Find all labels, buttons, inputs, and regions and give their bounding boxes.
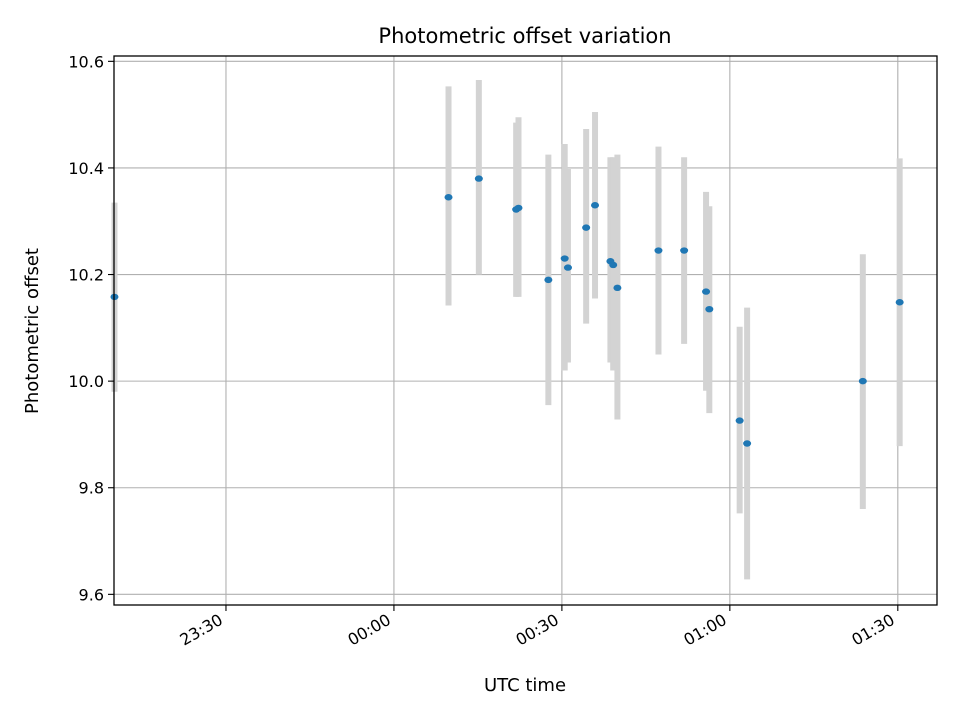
y-tick-label: 10.4: [68, 159, 104, 178]
plot-frame: [113, 55, 938, 606]
y-tick-label: 10.0: [68, 372, 104, 391]
data-point: [705, 305, 714, 313]
data-point: [563, 264, 572, 271]
data-point: [544, 276, 553, 284]
y-tick-label: 9.8: [79, 479, 104, 498]
y-tick-label: 9.6: [79, 585, 104, 604]
data-point: [680, 247, 689, 254]
data-point: [474, 175, 483, 182]
point-layer: [110, 175, 904, 447]
data-point: [895, 299, 904, 306]
data-point: [654, 247, 663, 254]
data-point: [613, 284, 622, 292]
data-point: [514, 204, 523, 212]
y-axis-title: Photometric offset: [22, 248, 43, 414]
y-tick-label: 10.2: [68, 266, 104, 285]
data-point: [743, 440, 752, 447]
data-point: [858, 377, 867, 385]
data-point: [609, 261, 618, 269]
data-point: [735, 417, 744, 424]
y-tick-label: 10.6: [68, 52, 104, 71]
chart-title: Photometric offset variation: [378, 24, 671, 48]
data-point: [582, 224, 591, 231]
data-point: [591, 202, 600, 209]
data-point: [560, 255, 569, 262]
data-point: [702, 288, 711, 295]
data-point: [444, 194, 453, 201]
x-axis-title: UTC time: [484, 675, 566, 696]
